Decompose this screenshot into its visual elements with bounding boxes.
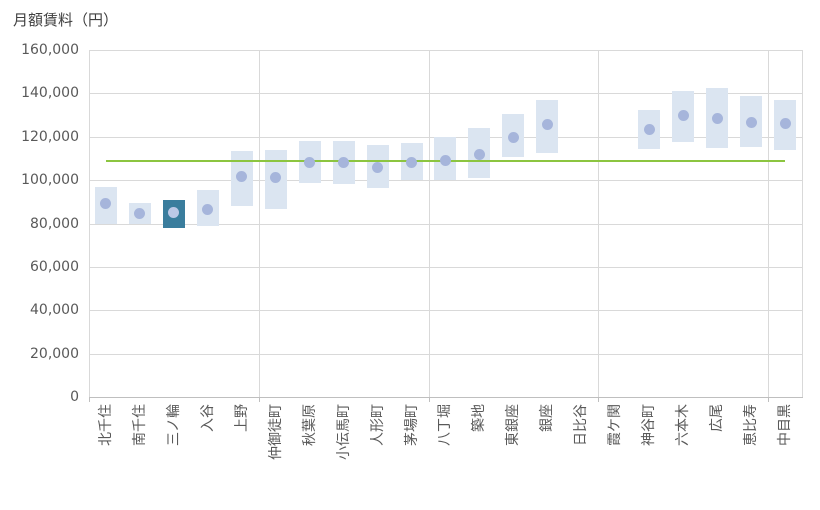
chart-title: 月額賃料（円）	[13, 11, 119, 29]
y-gridline	[89, 267, 802, 268]
x-axis-label: 中目黒	[777, 404, 793, 446]
mean-dot	[270, 172, 281, 183]
y-tick-label: 20,000	[30, 346, 79, 362]
x-axis-tick	[89, 398, 90, 402]
x-gridline	[259, 50, 260, 397]
x-axis-label: 恵比寿	[743, 404, 759, 446]
mean-dot	[372, 162, 383, 173]
mean-dot	[304, 157, 315, 168]
y-gridline	[89, 93, 802, 94]
mean-dot	[100, 198, 111, 209]
y-gridline	[89, 310, 802, 311]
x-axis-label: 入谷	[200, 404, 216, 432]
plot-left-border	[89, 50, 90, 397]
x-gridline	[768, 50, 769, 397]
mean-dot	[780, 118, 791, 129]
x-axis-tick	[259, 398, 260, 402]
x-gridline	[429, 50, 430, 397]
x-axis-tick	[598, 398, 599, 402]
x-axis-label: 広尾	[709, 404, 725, 432]
mean-dot	[542, 119, 553, 130]
x-axis-label: 上野	[234, 404, 250, 432]
y-gridline	[89, 50, 802, 51]
y-tick-label: 160,000	[21, 42, 79, 58]
x-gridline	[598, 50, 599, 397]
x-axis-label: 銀座	[539, 404, 555, 432]
mean-dot	[474, 149, 485, 160]
x-axis-label: 神谷町	[641, 404, 657, 446]
mean-dot	[338, 157, 349, 168]
x-axis-label: 築地	[471, 404, 487, 432]
y-tick-label: 100,000	[21, 172, 79, 188]
mean-dot	[440, 155, 451, 166]
mean-dot	[134, 208, 145, 219]
x-axis-label: 茅場町	[404, 404, 420, 446]
x-axis-label: 東銀座	[505, 404, 521, 446]
x-axis-label: 南千住	[132, 404, 148, 446]
x-axis-label: 北千住	[98, 404, 114, 446]
mean-dot	[508, 132, 519, 143]
y-gridline	[89, 224, 802, 225]
x-axis-label: 霞ケ関	[607, 404, 623, 446]
x-axis-label: 小伝馬町	[336, 404, 352, 460]
y-tick-label: 120,000	[21, 129, 79, 145]
y-tick-label: 60,000	[30, 259, 79, 275]
mean-dot	[644, 124, 655, 135]
x-axis-label: 日比谷	[573, 404, 589, 446]
mean-dot	[406, 157, 417, 168]
x-axis-label: 六本木	[675, 404, 691, 446]
x-axis-label: 仲御徒町	[268, 404, 284, 460]
mean-dot	[168, 207, 179, 218]
y-tick-label: 80,000	[30, 216, 79, 232]
mean-dot	[746, 117, 757, 128]
x-axis-label: 秋葉原	[302, 404, 318, 446]
y-tick-label: 40,000	[30, 302, 79, 318]
y-tick-label: 140,000	[21, 85, 79, 101]
x-axis-label: 三ノ輪	[166, 404, 182, 446]
y-gridline	[89, 180, 802, 181]
x-axis-tick	[768, 398, 769, 402]
mean-dot	[712, 113, 723, 124]
y-tick-label: 0	[70, 389, 79, 405]
x-axis-label: 八丁堀	[437, 404, 453, 446]
mean-dot	[678, 110, 689, 121]
mean-dot	[202, 204, 213, 215]
y-gridline	[89, 354, 802, 355]
plot-right-border	[802, 50, 803, 397]
x-axis-line	[89, 397, 803, 398]
x-axis-tick	[429, 398, 430, 402]
mean-dot	[236, 171, 247, 182]
x-axis-label: 人形町	[370, 404, 386, 446]
